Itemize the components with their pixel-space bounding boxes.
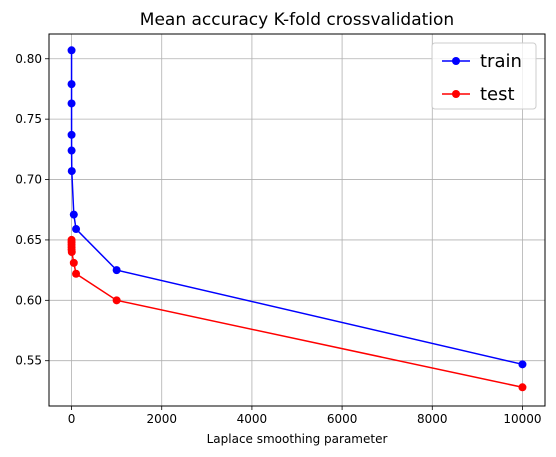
legend: train test <box>432 43 536 109</box>
y-tick-label: 0.55 <box>15 354 42 368</box>
y-tick-label: 0.60 <box>15 293 42 307</box>
legend-label: test <box>480 84 515 105</box>
y-tick-label: 0.65 <box>15 233 42 247</box>
data-point-train <box>72 225 80 233</box>
data-point-test <box>518 383 526 391</box>
data-point-test <box>68 248 76 256</box>
x-tick-label: 8000 <box>417 412 448 426</box>
data-point-train <box>68 131 76 139</box>
x-tick-label: 0 <box>68 412 76 426</box>
y-tick-label: 0.75 <box>15 112 42 126</box>
series-test <box>68 236 527 391</box>
data-point-test <box>72 270 80 278</box>
data-point-train <box>68 99 76 107</box>
y-tick-label: 0.80 <box>15 52 42 66</box>
data-point-train <box>68 80 76 88</box>
y-tick-label: 0.70 <box>15 173 42 187</box>
data-point-train <box>113 266 121 274</box>
data-point-train <box>68 167 76 175</box>
data-point-train <box>68 147 76 155</box>
x-tick-label: 4000 <box>237 412 268 426</box>
data-point-test <box>70 259 78 267</box>
series-line-test <box>72 240 523 387</box>
data-point-test <box>113 296 121 304</box>
data-point-train <box>68 46 76 54</box>
data-point-train <box>70 211 78 219</box>
x-axis-label: Laplace smoothing parameter <box>207 432 388 446</box>
x-tick-label: 10000 <box>503 412 541 426</box>
legend-marker <box>452 57 460 65</box>
x-tick-label: 2000 <box>146 412 177 426</box>
legend-label: train <box>480 51 522 72</box>
x-tick-label: 6000 <box>327 412 358 426</box>
data-point-train <box>518 360 526 368</box>
chart-title: Mean accuracy K-fold crossvalidation <box>140 10 454 30</box>
legend-marker <box>452 90 460 98</box>
